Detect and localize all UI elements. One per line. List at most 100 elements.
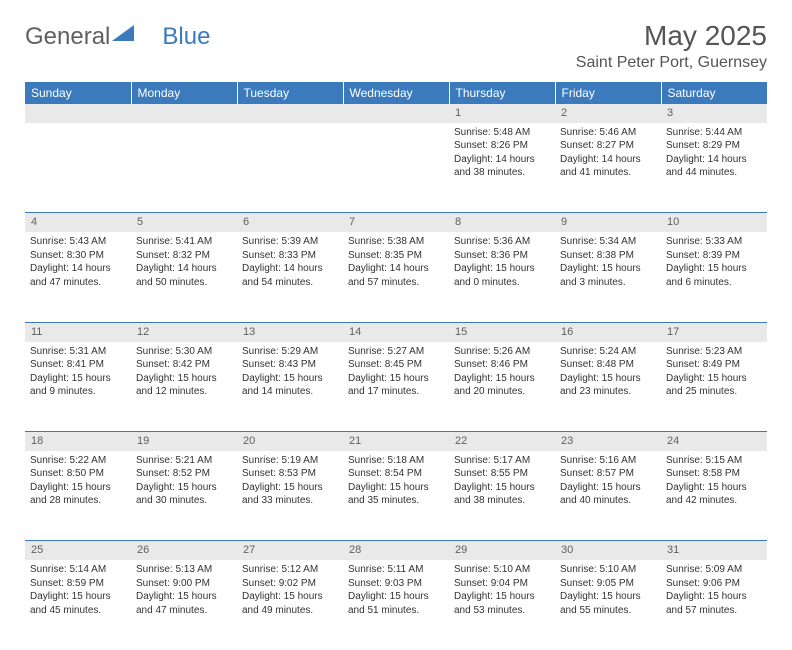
day-number [237,104,343,123]
day-detail-line: Sunset: 8:42 PM [136,358,232,372]
day-detail-line: Sunset: 8:33 PM [242,249,338,263]
day-detail-line: Daylight: 15 hours [136,481,232,495]
day-detail-line: Daylight: 15 hours [666,481,762,495]
day-detail-line: Sunset: 8:30 PM [30,249,126,263]
day-number [25,104,131,123]
day-detail-line: Sunrise: 5:18 AM [348,454,444,468]
day-detail-line: Daylight: 15 hours [454,481,550,495]
day-detail-line: Daylight: 15 hours [666,590,762,604]
day-number: 8 [449,213,555,232]
day-detail-line: Daylight: 15 hours [30,372,126,386]
day-detail-line: Daylight: 15 hours [560,590,656,604]
day-detail-line: Daylight: 15 hours [560,481,656,495]
day-cell: Sunrise: 5:26 AMSunset: 8:46 PMDaylight:… [449,342,555,432]
day-cell [131,123,237,213]
day-detail-line: Sunrise: 5:43 AM [30,235,126,249]
day-detail-line: Daylight: 15 hours [348,481,444,495]
day-details-row: Sunrise: 5:14 AMSunset: 8:59 PMDaylight:… [25,560,767,650]
logo: General Blue [25,20,210,54]
day-detail-line: Sunrise: 5:22 AM [30,454,126,468]
day-detail-line: and 47 minutes. [30,276,126,290]
day-number: 24 [661,432,767,451]
weekday-header: Thursday [449,82,555,104]
day-detail-line: Daylight: 15 hours [242,481,338,495]
weekday-header: Tuesday [237,82,343,104]
day-detail-line: Daylight: 14 hours [136,262,232,276]
day-cell: Sunrise: 5:43 AMSunset: 8:30 PMDaylight:… [25,232,131,322]
day-number: 31 [661,541,767,560]
day-number: 12 [131,322,237,341]
weekday-header: Sunday [25,82,131,104]
day-detail-line: and 17 minutes. [348,385,444,399]
day-detail-line: Sunrise: 5:19 AM [242,454,338,468]
day-detail-line: Daylight: 15 hours [136,372,232,386]
day-detail-line: Daylight: 14 hours [666,153,762,167]
month-title: May 2025 [576,20,767,52]
day-number: 29 [449,541,555,560]
day-detail-line: and 25 minutes. [666,385,762,399]
day-detail-line: Sunset: 8:29 PM [666,139,762,153]
day-detail-line: Sunrise: 5:38 AM [348,235,444,249]
day-number-row: 18192021222324 [25,432,767,451]
day-cell: Sunrise: 5:21 AMSunset: 8:52 PMDaylight:… [131,451,237,541]
day-detail-line: Sunrise: 5:21 AM [136,454,232,468]
day-detail-line: Sunset: 8:59 PM [30,577,126,591]
day-detail-line: Daylight: 15 hours [348,590,444,604]
day-detail-line: and 20 minutes. [454,385,550,399]
day-detail-line: and 9 minutes. [30,385,126,399]
day-detail-line: Daylight: 15 hours [560,372,656,386]
day-detail-line: Sunrise: 5:12 AM [242,563,338,577]
header: General Blue May 2025 Saint Peter Port, … [25,20,767,72]
day-cell: Sunrise: 5:39 AMSunset: 8:33 PMDaylight:… [237,232,343,322]
day-number: 20 [237,432,343,451]
day-detail-line: and 38 minutes. [454,166,550,180]
day-detail-line: and 12 minutes. [136,385,232,399]
day-detail-line: and 50 minutes. [136,276,232,290]
day-detail-line: Daylight: 15 hours [242,590,338,604]
day-detail-line: and 3 minutes. [560,276,656,290]
day-cell: Sunrise: 5:10 AMSunset: 9:05 PMDaylight:… [555,560,661,650]
day-cell [343,123,449,213]
day-detail-line: Sunset: 8:45 PM [348,358,444,372]
day-cell: Sunrise: 5:13 AMSunset: 9:00 PMDaylight:… [131,560,237,650]
day-number: 23 [555,432,661,451]
day-detail-line: Sunrise: 5:36 AM [454,235,550,249]
day-number: 4 [25,213,131,232]
day-number: 22 [449,432,555,451]
logo-text-blue: Blue [162,23,210,51]
day-detail-line: and 30 minutes. [136,494,232,508]
day-number-row: 11121314151617 [25,322,767,341]
day-cell: Sunrise: 5:44 AMSunset: 8:29 PMDaylight:… [661,123,767,213]
day-detail-line: Daylight: 15 hours [30,590,126,604]
day-cell: Sunrise: 5:41 AMSunset: 8:32 PMDaylight:… [131,232,237,322]
day-detail-line: Sunrise: 5:11 AM [348,563,444,577]
day-number: 6 [237,213,343,232]
day-detail-line: Sunrise: 5:46 AM [560,126,656,140]
day-number: 26 [131,541,237,560]
calendar-table: Sunday Monday Tuesday Wednesday Thursday… [25,82,767,650]
day-detail-line: Sunset: 8:41 PM [30,358,126,372]
day-detail-line: Daylight: 15 hours [454,372,550,386]
day-detail-line: Sunset: 8:43 PM [242,358,338,372]
day-detail-line: Sunset: 9:02 PM [242,577,338,591]
day-cell: Sunrise: 5:36 AMSunset: 8:36 PMDaylight:… [449,232,555,322]
day-number: 19 [131,432,237,451]
day-detail-line: Sunrise: 5:10 AM [560,563,656,577]
day-detail-line: Sunrise: 5:39 AM [242,235,338,249]
day-detail-line: and 40 minutes. [560,494,656,508]
day-detail-line: Sunset: 8:50 PM [30,467,126,481]
day-detail-line: Sunrise: 5:48 AM [454,126,550,140]
day-detail-line: Sunset: 8:46 PM [454,358,550,372]
day-cell: Sunrise: 5:34 AMSunset: 8:38 PMDaylight:… [555,232,661,322]
day-number [343,104,449,123]
day-detail-line: and 57 minutes. [666,604,762,618]
day-detail-line: and 53 minutes. [454,604,550,618]
day-number: 3 [661,104,767,123]
day-detail-line: and 44 minutes. [666,166,762,180]
day-detail-line: Sunrise: 5:13 AM [136,563,232,577]
day-detail-line: and 28 minutes. [30,494,126,508]
day-detail-line: and 45 minutes. [30,604,126,618]
weekday-header: Monday [131,82,237,104]
day-number: 16 [555,322,661,341]
day-cell: Sunrise: 5:46 AMSunset: 8:27 PMDaylight:… [555,123,661,213]
